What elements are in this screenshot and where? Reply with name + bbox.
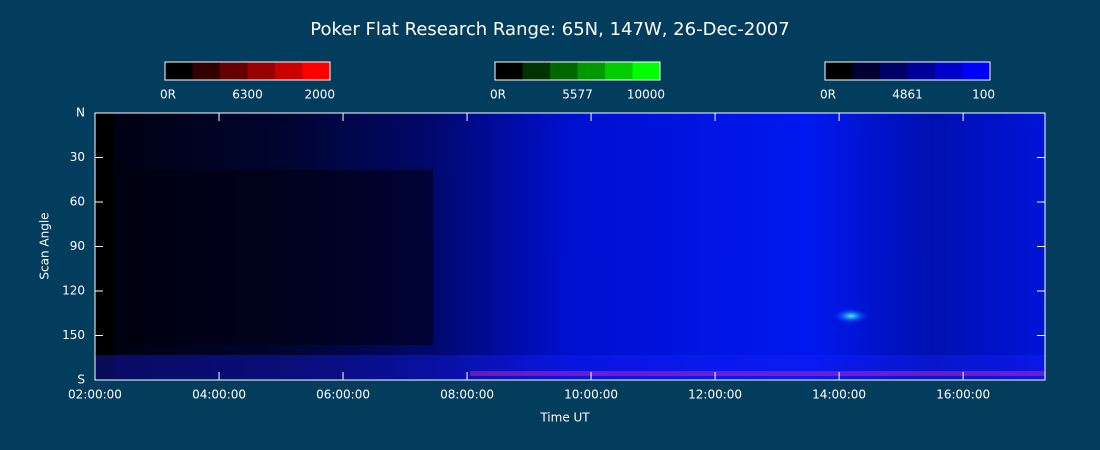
- colorbar-label: 0R: [490, 88, 506, 102]
- colorbar-segment: [825, 62, 853, 80]
- x-tick-label: 10:00:00: [564, 388, 618, 402]
- colorbar-label: 5577: [562, 88, 593, 102]
- y-tick-label: N: [76, 106, 85, 120]
- colorbar-segment: [962, 62, 991, 80]
- x-tick-label: 14:00:00: [812, 388, 866, 402]
- colorbar-segment: [220, 62, 248, 80]
- colorbar-label: 4861: [892, 88, 923, 102]
- colorbar-segment: [275, 62, 303, 80]
- colorbar-segment: [192, 62, 221, 80]
- colorbar-label: 0R: [160, 88, 176, 102]
- colorbar-label: 10000: [627, 88, 665, 102]
- y-tick-label: 60: [70, 195, 85, 209]
- x-axis-title: Time UT: [539, 411, 590, 425]
- y-axis-title: Scan Angle: [38, 212, 52, 279]
- y-tick-label: 120: [62, 284, 85, 298]
- colorbar-segment: [165, 62, 193, 80]
- y-tick-label: 90: [70, 239, 85, 253]
- colorbar-label: 2000: [304, 88, 335, 102]
- colorbar-segment: [935, 62, 963, 80]
- x-tick-label: 02:00:00: [68, 388, 122, 402]
- colorbar-frame: [494, 61, 661, 81]
- y-tick-label: 150: [62, 328, 85, 342]
- colorbar-segment: [247, 62, 276, 80]
- y-tick-label: 30: [70, 150, 85, 164]
- colorbar-frame: [164, 61, 331, 81]
- colorbar-segment: [907, 62, 936, 80]
- x-tick-label: 04:00:00: [192, 388, 246, 402]
- colorbar-label: 100: [972, 88, 995, 102]
- colorbar-segment: [852, 62, 881, 80]
- colorbar-segment: [577, 62, 606, 80]
- colorbar-label: 6300: [232, 88, 263, 102]
- colorbar-segment: [550, 62, 578, 80]
- chart-title: Poker Flat Research Range: 65N, 147W, 26…: [310, 19, 789, 40]
- colorbar-segment: [522, 62, 551, 80]
- colorbar-label: 0R: [820, 88, 836, 102]
- keogram-image: [95, 113, 1045, 380]
- colorbar-segment: [880, 62, 908, 80]
- x-tick-label: 08:00:00: [440, 388, 494, 402]
- x-tick-label: 06:00:00: [316, 388, 370, 402]
- y-tick-label: S: [77, 373, 85, 387]
- x-tick-label: 16:00:00: [936, 388, 990, 402]
- colorbar-segment: [605, 62, 633, 80]
- colorbar-segment: [302, 62, 331, 80]
- colorbar-frame: [824, 61, 991, 81]
- colorbar-segment: [495, 62, 523, 80]
- x-tick-label: 12:00:00: [688, 388, 742, 402]
- colorbar-segment: [632, 62, 661, 80]
